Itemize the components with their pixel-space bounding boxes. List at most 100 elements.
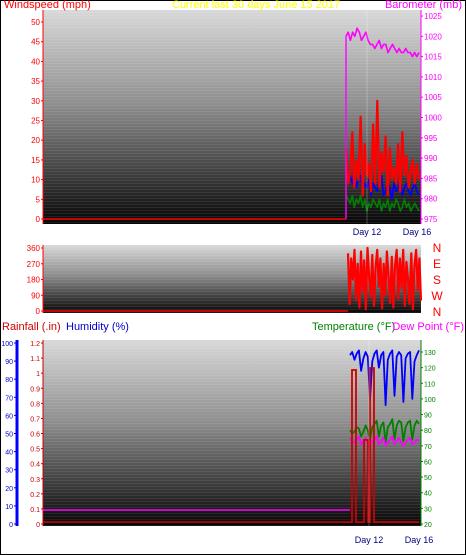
rainfall-tick-label-9: 90 xyxy=(5,359,13,366)
humidity-tick-label-0: 0 xyxy=(36,522,40,529)
wind-tick-label-1: 5 xyxy=(36,195,41,204)
direction-tick-label-0: 0 xyxy=(36,307,41,316)
humidity-tick-label-5: 0.5 xyxy=(30,447,40,454)
humidity-tick-label-12: 1.2 xyxy=(30,341,40,348)
direction-tick-label-2: 180 xyxy=(27,276,41,285)
series-temperature xyxy=(349,418,420,444)
wind-tick-label-3: 15 xyxy=(31,156,40,165)
compass-label-3: W xyxy=(431,289,443,303)
series-gust xyxy=(345,170,420,201)
direction-axis-ticks: 0 90 180 270 360 xyxy=(27,244,43,316)
rainfall-tick-label-2: 20 xyxy=(5,486,13,493)
compass-label-1: E xyxy=(433,257,441,271)
temperature-tick-label-0: 20 xyxy=(424,522,432,529)
series-direction xyxy=(346,246,423,311)
wind-axis-title: Windspeed (mph) xyxy=(4,0,91,11)
baro-tick-label-2: 985 xyxy=(424,174,438,183)
humidity-tick-label-1: 0.1 xyxy=(30,507,40,514)
x-label-day12: Day 12 xyxy=(353,227,382,237)
wind-tick-label-6: 30 xyxy=(31,97,40,106)
wind-tick-label-9: 45 xyxy=(31,38,40,47)
baro-tick-label-9: 1020 xyxy=(424,32,442,41)
rainfall-tick-label-1: 10 xyxy=(5,504,13,511)
direction-series xyxy=(43,246,423,312)
dewpoint-axis-title: Dew Point (°F) xyxy=(392,321,464,333)
rainfall-tick-label-7: 70 xyxy=(5,395,13,402)
humidity-tick-label-11: 1.1 xyxy=(30,356,40,363)
series-rainfall xyxy=(350,367,419,523)
baro-tick-label-5: 1000 xyxy=(424,114,442,123)
chart-title: Current last 30 days June 15 2017 xyxy=(172,0,340,11)
x-label-day16-bottom: Day 16 xyxy=(405,535,434,545)
wind-tick-label-2: 10 xyxy=(31,176,40,185)
baro-tick-label-6: 1005 xyxy=(424,93,442,102)
baro-tick-label-0: 975 xyxy=(424,215,438,224)
temperature-tick-label-2: 40 xyxy=(424,491,432,498)
series-dewpoint xyxy=(349,435,420,447)
temperature-axis-title: Temperature (°F) xyxy=(312,321,395,333)
wind-tick-label-0: 0 xyxy=(36,215,41,224)
baro-tick-label-3: 990 xyxy=(424,154,438,163)
humidity-tick-label-9: 0.9 xyxy=(30,386,40,393)
temperature-tick-label-6: 80 xyxy=(424,428,432,435)
wind-axis-ticks: 0 5 10 15 20 25 30 35 40 45 50 xyxy=(31,18,43,224)
humidity-tick-label-8: 0.8 xyxy=(30,401,40,408)
temperature-tick-label-1: 30 xyxy=(424,506,432,513)
temperature-axis-ticks: 20 30 40 50 60 70 80 90 100 110 120 130 xyxy=(421,350,436,529)
wind-tick-label-7: 35 xyxy=(31,77,40,86)
rainfall-tick-label-5: 50 xyxy=(5,432,13,439)
humidity-tick-label-10: 1 xyxy=(36,371,40,378)
baro-tick-label-1: 980 xyxy=(424,195,438,204)
humidity-axis-ticks: 0 0.1 0.2 0.3 0.4 0.5 0.6 0.7 0.8 0.9 1 1.1 1.2 xyxy=(30,341,43,529)
series-baro xyxy=(345,27,420,58)
humidity-tick-label-3: 0.3 xyxy=(30,477,40,484)
temperature-tick-label-4: 60 xyxy=(424,459,432,466)
rainfall-axis-ticks: 0 10 20 30 40 50 60 70 80 90 100 xyxy=(1,341,16,529)
temperature-tick-label-7: 90 xyxy=(424,413,432,420)
humidity-tick-label-6: 0.6 xyxy=(30,432,40,439)
panel-rain-humidity-temp: 0 10 20 30 40 50 60 70 80 90 100 0 0.1 0.2 0.3 0.4 0.5 0… xyxy=(1,321,464,545)
series-temperature-hi xyxy=(349,349,420,407)
compass-label-4: N xyxy=(433,305,442,319)
series-wind-green xyxy=(345,194,420,212)
wind-tick-label-8: 40 xyxy=(31,57,40,66)
direction-tick-label-4: 360 xyxy=(27,244,41,253)
x-label-day12-bottom: Day 12 xyxy=(355,535,384,545)
rainfall-tick-label-10: 100 xyxy=(1,341,13,348)
temperature-tick-label-3: 50 xyxy=(424,475,432,482)
baro-tick-label-7: 1010 xyxy=(424,73,442,82)
rainfall-tick-label-0: 0 xyxy=(9,522,13,529)
compass-label-2: S xyxy=(433,273,441,287)
temperature-tick-label-8: 100 xyxy=(424,397,436,404)
baro-axis-title: Barometer (mb) xyxy=(385,0,462,11)
direction-tick-label-1: 90 xyxy=(31,291,40,300)
baro-axis-ticks: 975 980 985 990 995 1000 1005 1010 1015 1020 1025 xyxy=(421,12,442,224)
rainfall-tick-label-6: 60 xyxy=(5,413,13,420)
wind-tick-label-5: 25 xyxy=(31,117,40,126)
x-label-day16: Day 16 xyxy=(403,227,432,237)
temperature-tick-label-11: 130 xyxy=(424,350,436,357)
baro-tick-label-10: 1025 xyxy=(424,12,442,21)
rainfall-tick-label-3: 30 xyxy=(5,468,13,475)
compass-label-0: N xyxy=(433,241,442,255)
baro-tick-label-8: 1015 xyxy=(424,53,442,62)
humidity-axis-title: Humidity (%) xyxy=(66,321,129,333)
series-windspeed xyxy=(344,99,421,197)
rain-humidity-temp-series xyxy=(43,340,420,526)
temperature-tick-label-5: 70 xyxy=(424,444,432,451)
wind-tick-label-10: 50 xyxy=(31,18,40,27)
humidity-tick-label-2: 0.2 xyxy=(30,492,40,499)
rainfall-tick-label-4: 40 xyxy=(5,450,13,457)
wind-baro-series xyxy=(43,10,421,224)
rainfall-tick-label-8: 80 xyxy=(5,377,13,384)
humidity-tick-label-4: 0.4 xyxy=(30,462,40,469)
direction-tick-label-3: 270 xyxy=(27,260,41,269)
temperature-tick-label-10: 120 xyxy=(424,366,436,373)
rainfall-axis-title: Rainfall (.in) xyxy=(2,321,61,333)
temperature-tick-label-9: 110 xyxy=(424,381,435,388)
baro-tick-label-4: 995 xyxy=(424,134,438,143)
